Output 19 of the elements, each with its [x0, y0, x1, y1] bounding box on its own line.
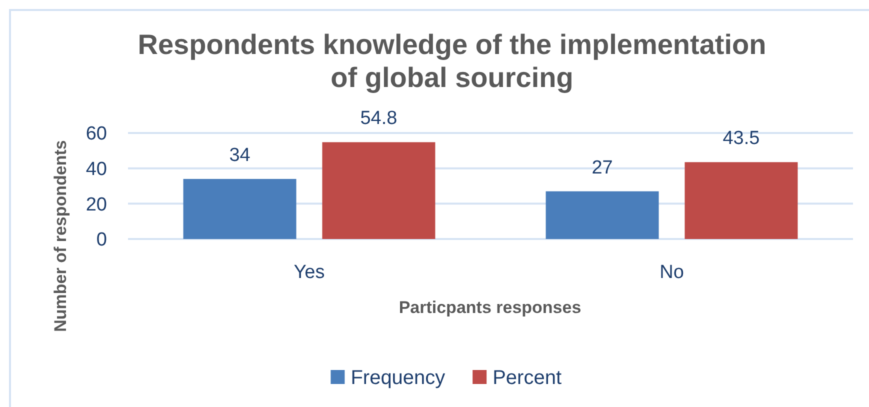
chart-title: Respondents knowledge of the implementation of global sourcing [138, 29, 766, 93]
legend-label: Percent [492, 367, 562, 389]
y-tick-label: 20 [86, 194, 107, 216]
x-tick-label: No [660, 262, 684, 283]
bar [183, 178, 296, 239]
legend-label: Frequency [350, 367, 446, 389]
y-axis-title: Number of respondents [51, 140, 70, 332]
y-tick-label: 0 [96, 230, 107, 251]
y-tick-label: 40 [86, 158, 107, 180]
data-label: 27 [592, 157, 613, 178]
bar [546, 191, 659, 239]
bar [322, 142, 436, 239]
bar [684, 162, 798, 239]
x-tick-label: Yes [294, 262, 325, 283]
data-label: 54.8 [360, 108, 398, 130]
x-axis-title: Particpants responses [398, 298, 582, 317]
data-label: 34 [229, 144, 251, 166]
y-tick-label: 60 [86, 124, 107, 145]
data-label: 43.5 [722, 128, 760, 150]
